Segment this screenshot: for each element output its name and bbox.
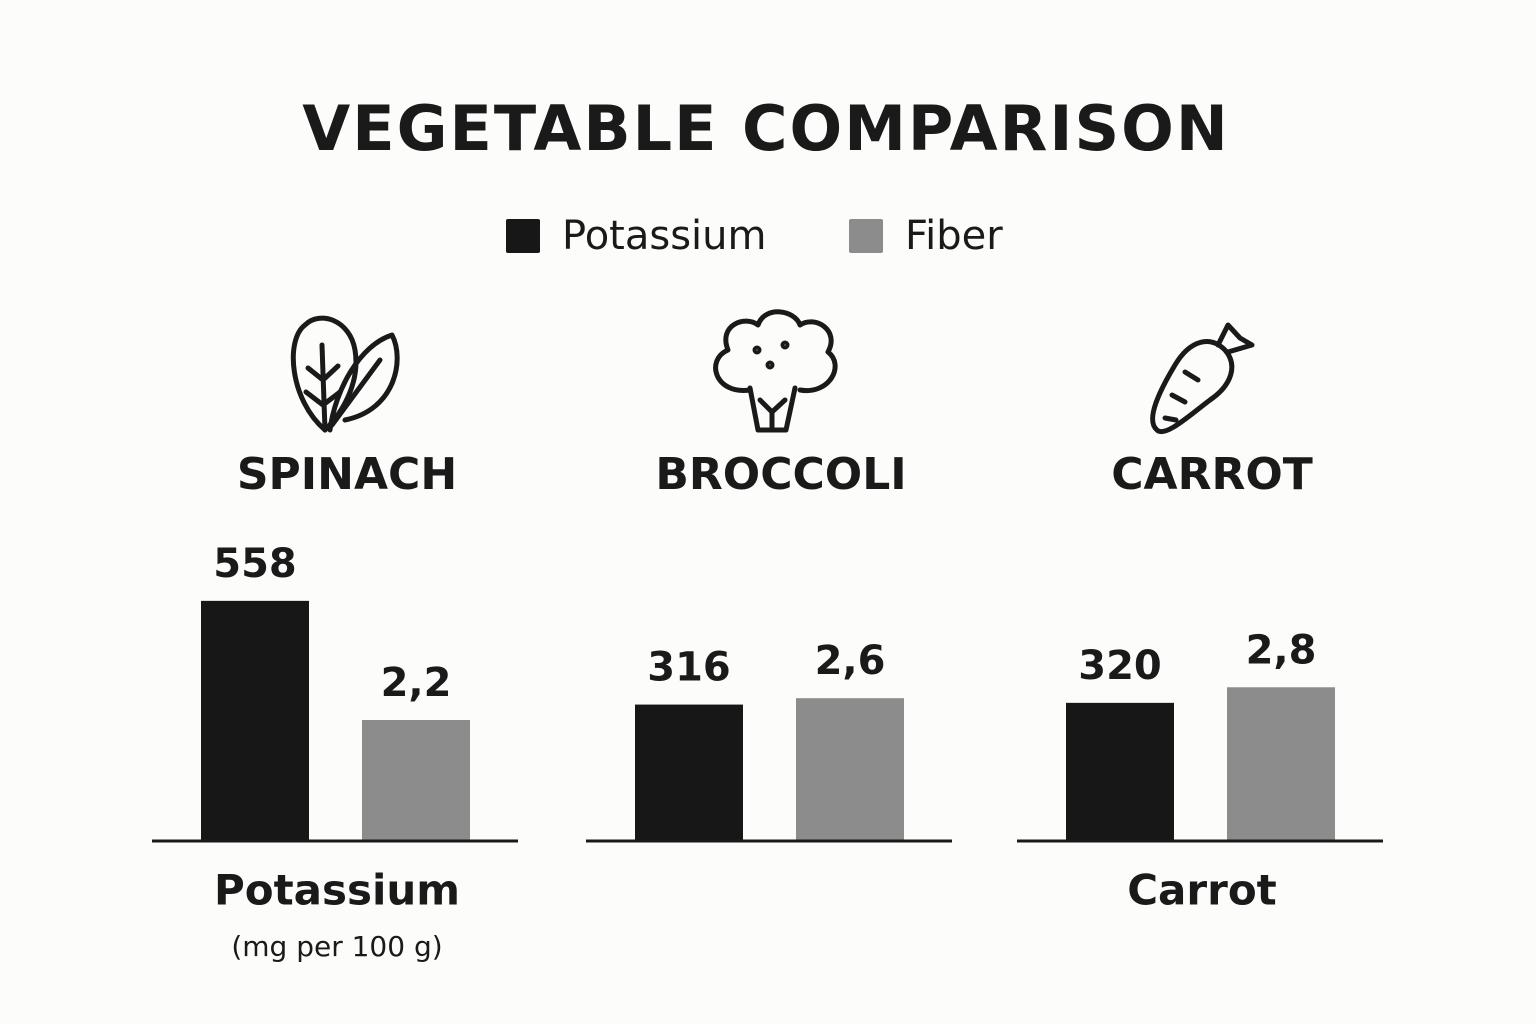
- footer-label: Carrot: [1127, 866, 1277, 915]
- bar: [362, 720, 470, 840]
- bar: [1227, 687, 1335, 840]
- category-label: SPINACH: [237, 449, 457, 500]
- spinach-icon: [290, 315, 400, 433]
- legend-swatch: [506, 219, 540, 253]
- legend-label: Potassium: [562, 213, 766, 259]
- bar: [635, 704, 743, 840]
- category-label: CARROT: [1111, 449, 1313, 500]
- bar: [1066, 702, 1174, 840]
- value-label: 2,8: [1246, 627, 1317, 673]
- category-label: BROCCOLI: [655, 449, 906, 500]
- value-label: 320: [1078, 643, 1162, 689]
- carrot-icon: [1150, 322, 1255, 435]
- broccoli-icon: [713, 309, 838, 433]
- value-label: 316: [647, 645, 731, 691]
- legend-swatch: [849, 219, 883, 253]
- footer-label: Potassium: [214, 866, 460, 915]
- bar: [201, 600, 309, 840]
- value-label: 558: [213, 541, 297, 587]
- value-label: 2,2: [381, 660, 452, 706]
- chart-title: VEGETABLE COMPARISON: [302, 92, 1229, 165]
- bar: [796, 698, 904, 840]
- footer-note: (mg per 100 g): [231, 930, 442, 963]
- legend-label: Fiber: [905, 213, 1003, 259]
- value-label: 2,6: [815, 638, 886, 684]
